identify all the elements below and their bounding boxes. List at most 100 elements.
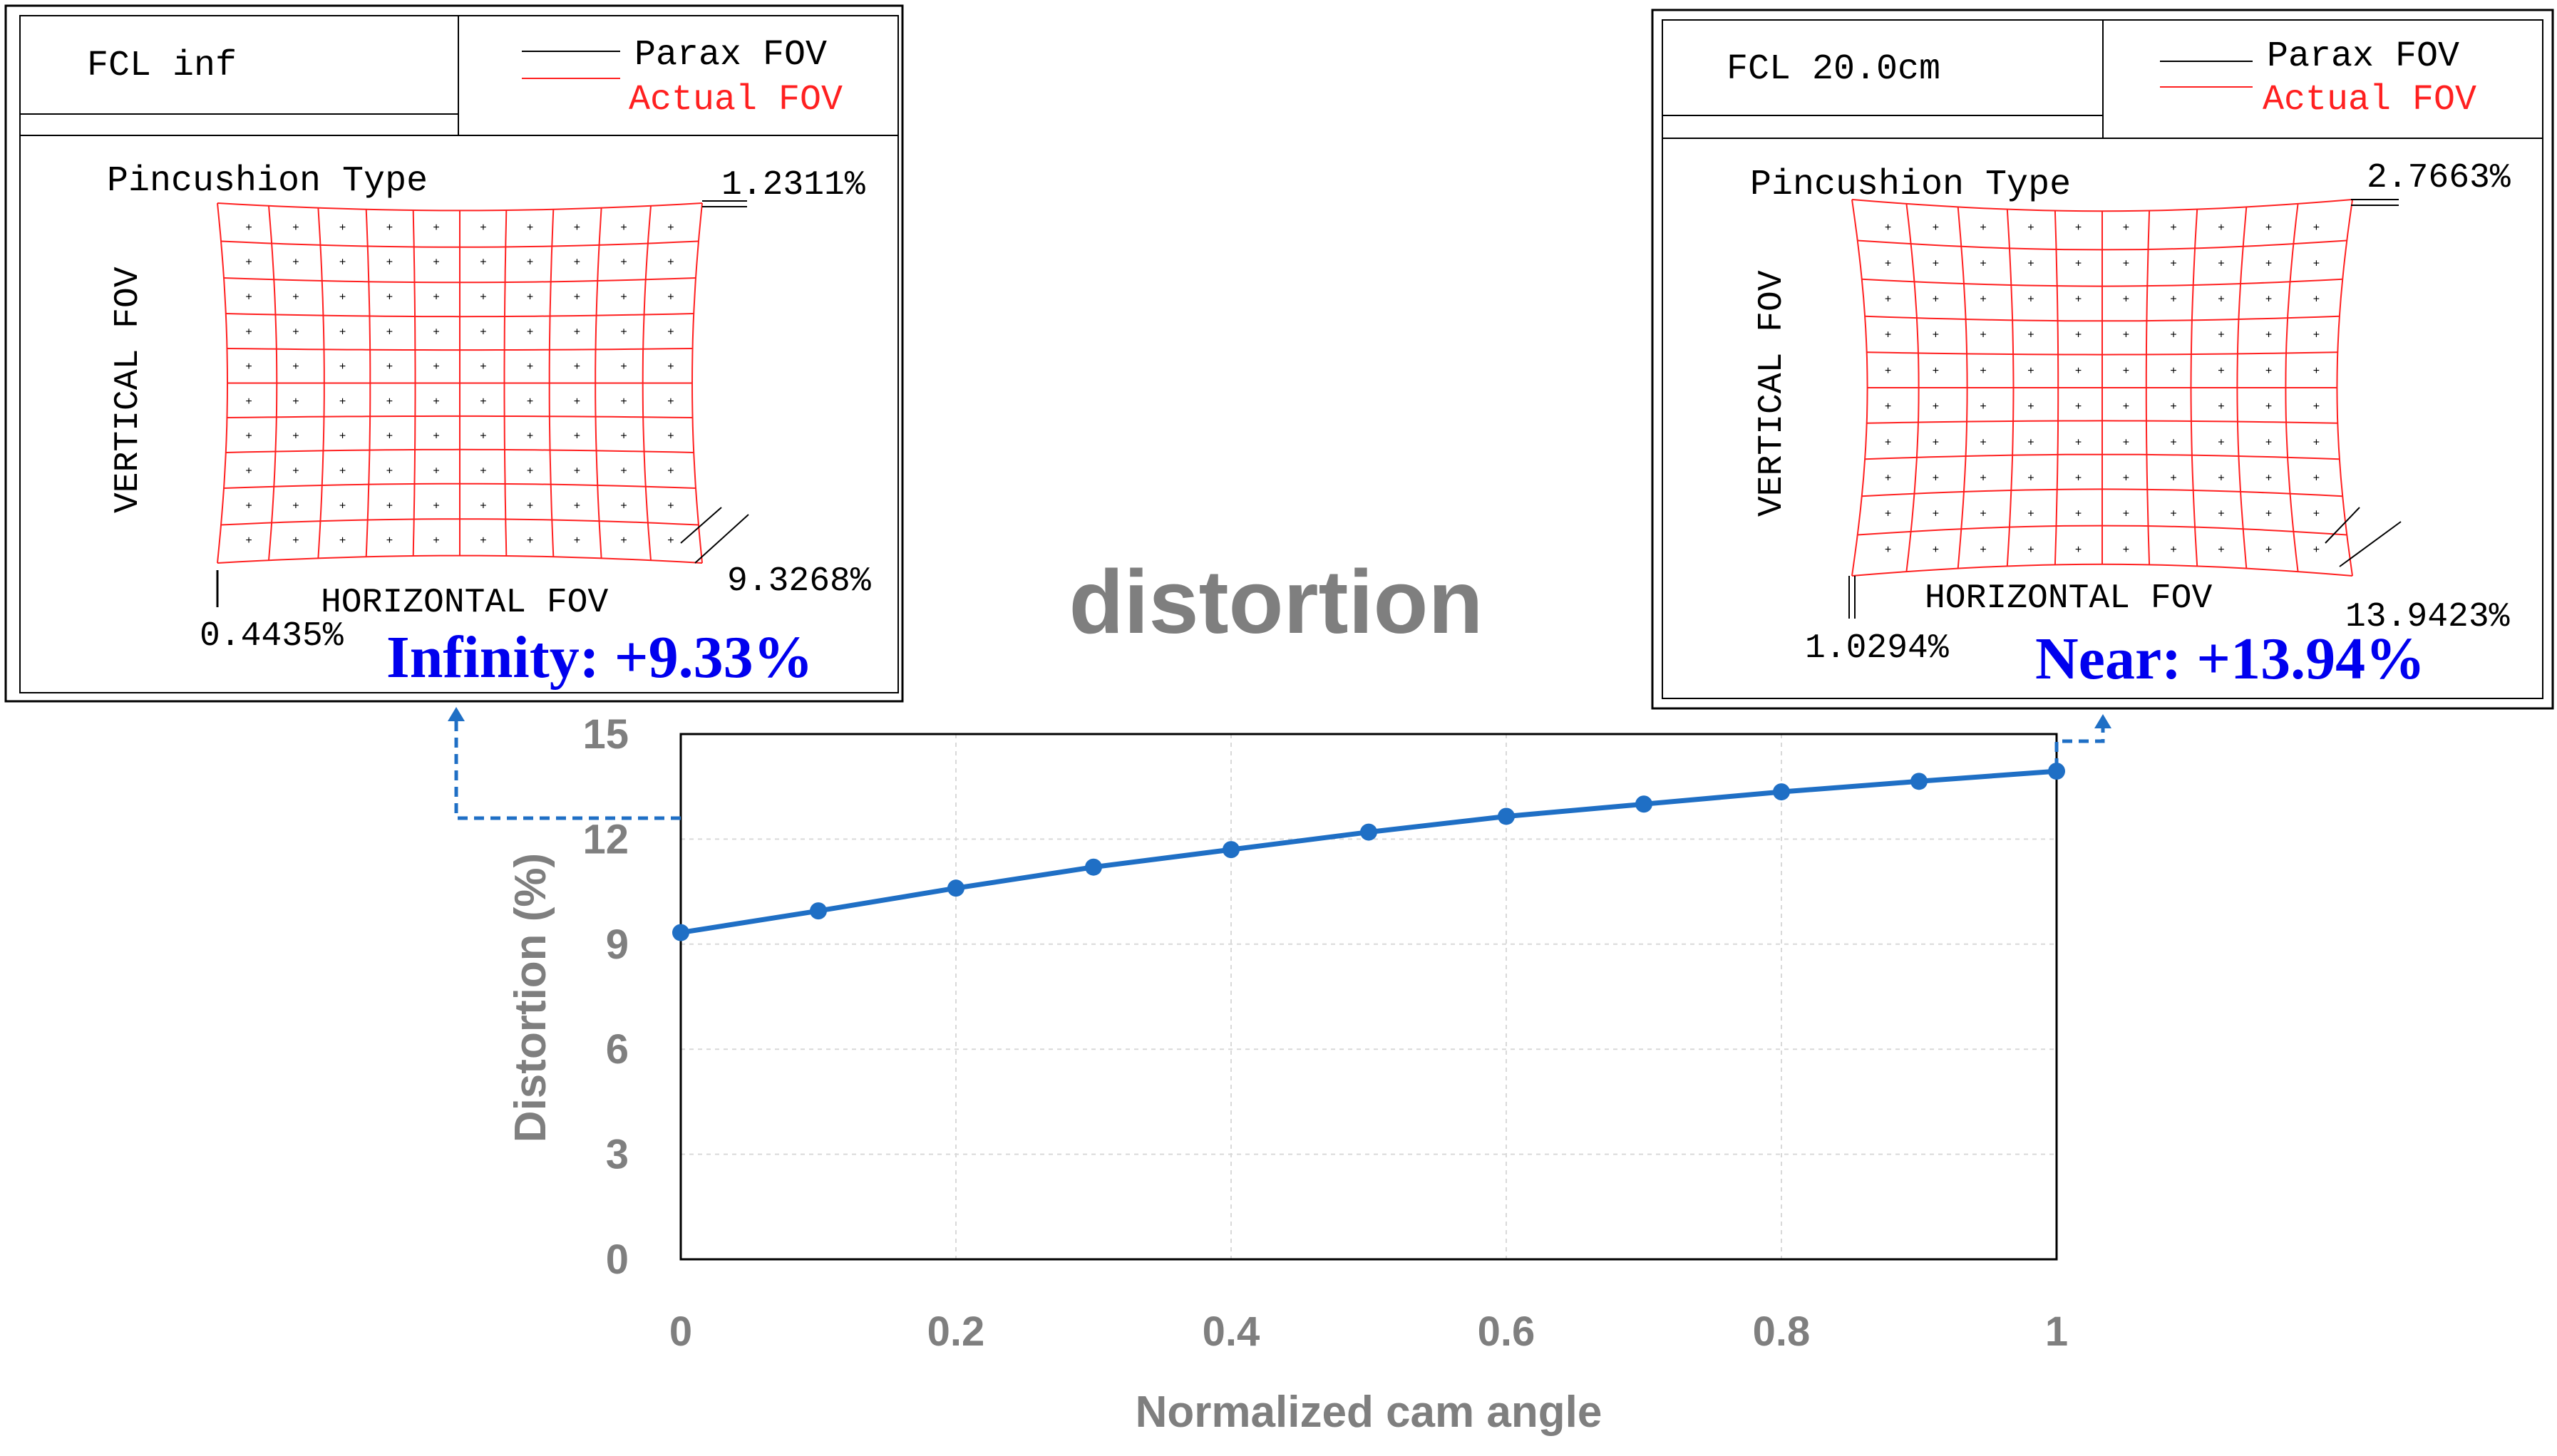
parax-marker: + bbox=[433, 326, 439, 338]
parax-marker: + bbox=[574, 222, 580, 234]
parax-marker: + bbox=[2313, 473, 2320, 485]
legend-actual-label: Actual FOV bbox=[629, 80, 843, 120]
parax-marker: + bbox=[339, 361, 346, 373]
parax-marker: + bbox=[620, 326, 627, 338]
parax-marker: + bbox=[620, 291, 627, 303]
data-point bbox=[1498, 807, 1515, 825]
grid-column-line bbox=[691, 202, 703, 564]
parax-marker: + bbox=[1885, 473, 1891, 485]
parax-marker: + bbox=[2123, 401, 2129, 413]
parax-marker: + bbox=[1933, 473, 1939, 485]
data-point bbox=[810, 902, 827, 920]
horizontal-fov-label: HORIZONTAL FOV bbox=[321, 584, 608, 622]
parax-marker: + bbox=[527, 465, 533, 477]
pincushion-type-label: Pincushion Type bbox=[1750, 165, 2071, 205]
parax-marker: + bbox=[292, 291, 299, 303]
x-tick-label: 0 bbox=[669, 1308, 692, 1355]
parax-marker: + bbox=[2075, 473, 2082, 485]
figure-title: distortion bbox=[1069, 552, 1483, 652]
parax-marker: + bbox=[292, 396, 299, 408]
parax-marker: + bbox=[2027, 544, 2034, 556]
bottom-right-marker bbox=[2325, 507, 2360, 544]
parax-marker: + bbox=[433, 291, 439, 303]
data-point bbox=[672, 924, 689, 941]
legend-parax-label: Parax FOV bbox=[634, 35, 827, 76]
parax-marker: + bbox=[2265, 222, 2272, 234]
parax-marker: + bbox=[2313, 436, 2320, 448]
parax-marker: + bbox=[2265, 508, 2272, 520]
parax-marker: + bbox=[2265, 257, 2272, 269]
parax-marker: + bbox=[386, 291, 393, 303]
parax-marker: + bbox=[2027, 365, 2034, 377]
parax-marker: + bbox=[292, 535, 299, 547]
parax-marker: + bbox=[1980, 544, 1986, 556]
grid-column-line bbox=[217, 202, 229, 564]
parax-marker: + bbox=[2218, 473, 2224, 485]
parax-marker: + bbox=[2265, 473, 2272, 485]
data-point bbox=[1773, 783, 1790, 801]
distortion-grid: + + + + + + + + + + + + + + + + + + + + + + + + + + + + + + + + + + + + + + + +… bbox=[1851, 199, 2353, 577]
parax-marker: + bbox=[667, 291, 674, 303]
arrowhead-infinity bbox=[448, 707, 465, 721]
distortion-line-chart: 0 3 6 9 12 15 0 0.2 0.4 0.6 0.8 1 Distortion (%) N… bbox=[506, 711, 2068, 1437]
panel-infinity: FCL inf Parax FOV Actual FOV Pincushion … bbox=[4, 4, 904, 703]
data-point bbox=[2048, 763, 2065, 780]
parax-marker: + bbox=[2123, 294, 2129, 306]
parax-marker: + bbox=[245, 535, 252, 547]
grid-column-line bbox=[268, 205, 278, 561]
parax-marker: + bbox=[2313, 508, 2320, 520]
series-distortion bbox=[672, 763, 2065, 941]
bottom-right-value: 9.3268% bbox=[727, 562, 871, 601]
parax-marker: + bbox=[2123, 508, 2129, 520]
parax-marker: + bbox=[292, 326, 299, 338]
parax-marker: + bbox=[433, 257, 439, 269]
parax-marker: + bbox=[2075, 544, 2082, 556]
chart-gridlines bbox=[680, 733, 2057, 1260]
parax-marker: + bbox=[480, 361, 486, 373]
parax-marker: + bbox=[620, 396, 627, 408]
parax-marker: + bbox=[1980, 222, 1986, 234]
parax-marker: + bbox=[574, 500, 580, 512]
fcl-label: FCL inf bbox=[87, 46, 237, 86]
grid-column-line bbox=[503, 210, 508, 557]
parax-marker: + bbox=[2170, 473, 2176, 485]
parax-marker: + bbox=[667, 465, 674, 477]
parax-marker: + bbox=[1980, 294, 1986, 306]
parax-marker: + bbox=[1933, 436, 1939, 448]
parax-marker: + bbox=[245, 430, 252, 443]
grid-column-line bbox=[1851, 199, 1868, 577]
x-tick-label: 0.8 bbox=[1753, 1308, 1811, 1355]
parax-marker: + bbox=[2218, 401, 2224, 413]
parax-marker: + bbox=[386, 430, 393, 443]
x-axis-label: Normalized cam angle bbox=[1136, 1388, 1602, 1437]
parax-marker: + bbox=[2218, 222, 2224, 234]
parax-marker: + bbox=[2313, 329, 2320, 341]
parax-marker: + bbox=[433, 500, 439, 512]
parax-marker: + bbox=[667, 326, 674, 338]
parax-marker: + bbox=[2075, 436, 2082, 448]
parax-marker: + bbox=[2170, 222, 2176, 234]
parax-marker: + bbox=[620, 535, 627, 547]
fcl-label: FCL 20.0cm bbox=[1727, 49, 1940, 90]
grid-column-line bbox=[2285, 203, 2299, 572]
parax-marker: + bbox=[2265, 544, 2272, 556]
parax-marker: + bbox=[339, 500, 346, 512]
parax-marker: + bbox=[667, 361, 674, 373]
parax-marker: + bbox=[1933, 294, 1939, 306]
parax-marker: + bbox=[2170, 294, 2176, 306]
parax-marker: + bbox=[527, 361, 533, 373]
parax-marker: + bbox=[480, 430, 486, 443]
parax-marker: + bbox=[527, 500, 533, 512]
x-tick-labels: 0 0.2 0.4 0.6 0.8 1 bbox=[669, 1308, 2068, 1355]
parax-marker: + bbox=[2027, 294, 2034, 306]
parax-marker: + bbox=[1933, 329, 1939, 341]
parax-marker: + bbox=[480, 465, 486, 477]
parax-marker: + bbox=[2123, 544, 2129, 556]
parax-marker: + bbox=[245, 500, 252, 512]
parax-marker: + bbox=[480, 535, 486, 547]
parax-marker: + bbox=[620, 430, 627, 443]
parax-marker: + bbox=[574, 326, 580, 338]
parax-marker: + bbox=[527, 396, 533, 408]
grid-column-line bbox=[412, 210, 416, 557]
parax-marker: + bbox=[2027, 222, 2034, 234]
